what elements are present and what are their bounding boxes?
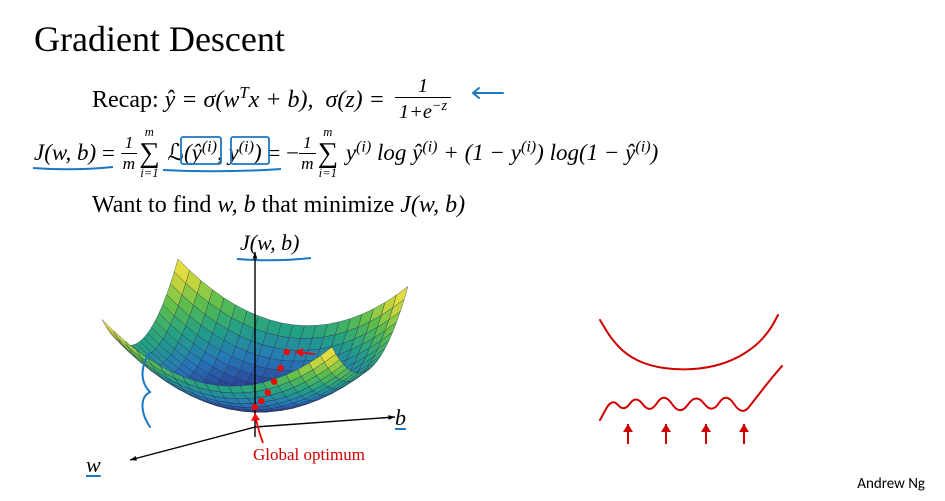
slide: Gradient Descent Recap: ŷ = σ(wTx + b), … — [0, 0, 945, 501]
axis-w-label: w — [86, 452, 101, 478]
cost-function-line: J(w, b) = 1 m m ∑ i=1 ℒ(ŷ(i), y(i)) = − … — [34, 128, 658, 182]
axis-b-label: b — [395, 405, 406, 431]
sigmoid-frac-den: 1+e−z — [395, 98, 451, 122]
recap-prefix: Recap: — [92, 87, 165, 113]
frac-1m-2: 1 m — [299, 134, 315, 172]
want-line: Want to find w, b that minimize J(w, b) — [92, 192, 465, 219]
sum-1: m ∑ i=1 — [139, 126, 160, 180]
sigmoid-frac-num: 1 — [395, 76, 451, 98]
sum-2: m ∑ i=1 — [318, 126, 339, 180]
frac-1m-1: 1 m — [121, 134, 137, 172]
global-optimum-label: Global optimum — [253, 445, 365, 465]
loss-underline-annotation — [162, 167, 282, 173]
minus: − — [286, 140, 299, 165]
J-args: (w, b) — [44, 140, 96, 165]
yhat-box-annotation — [180, 136, 222, 166]
recap-line: Recap: ŷ = σ(wTx + b), σ(z) = 1 1+e−z — [92, 78, 497, 125]
cost-expansion: y(i) log ŷ(i) + (1 − y(i)) log(1 − ŷ(i)) — [346, 140, 658, 165]
equals-1: = — [102, 140, 121, 165]
y-box-annotation — [230, 136, 270, 166]
author-credit: Andrew Ng — [857, 475, 925, 493]
sigmoid-fraction: 1 1+e−z — [395, 76, 451, 123]
recap-body: ŷ = σ(wTx + b), σ(z) = — [165, 87, 385, 113]
slide-title: Gradient Descent — [34, 18, 285, 60]
J-underline-annotation — [32, 165, 114, 171]
J-symbol: J — [34, 140, 44, 165]
equals-2: = — [267, 140, 286, 165]
recap-arrow-annotation — [467, 83, 507, 103]
